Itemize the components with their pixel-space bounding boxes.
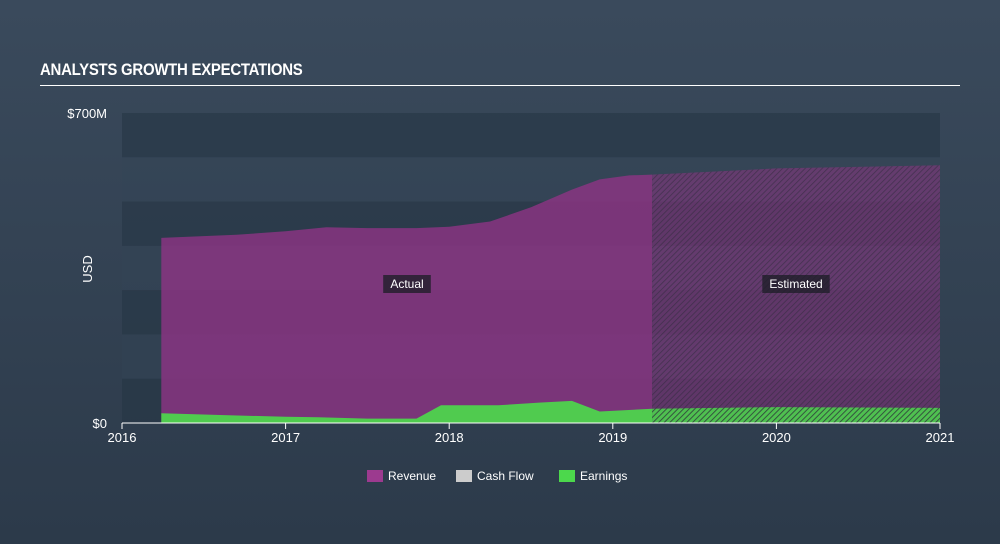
x-tick-label: 2019 (598, 430, 627, 445)
grid-band (122, 113, 940, 158)
legend-label-cash-flow: Cash Flow (477, 469, 534, 483)
legend-label-revenue: Revenue (388, 469, 436, 483)
legend-swatch-earnings (559, 470, 575, 482)
title-divider (40, 85, 960, 86)
y-tick-label: $700M (67, 106, 107, 121)
y-axis-label: USD (80, 255, 95, 282)
legend-swatch-revenue (367, 470, 383, 482)
x-tick-label: 2020 (762, 430, 791, 445)
revenue-area-actual (161, 174, 653, 423)
estimated-label-bg (762, 275, 830, 293)
y-tick-label: $0 (93, 416, 107, 431)
x-tick-label: 2016 (108, 430, 137, 445)
x-tick-label: 2021 (926, 430, 955, 445)
actual-label-bg (383, 275, 431, 293)
x-tick-label: 2017 (271, 430, 300, 445)
estimated-label: Estimated (769, 277, 822, 291)
earnings-area-estimated-hatch (652, 407, 940, 423)
legend-label-earnings: Earnings (580, 469, 627, 483)
revenue-area-estimated-hatch (652, 165, 940, 424)
earnings-area-actual (161, 400, 653, 423)
chart-title: ANALYSTS GROWTH EXPECTATIONS (40, 60, 303, 79)
legend-swatch-cash-flow (456, 470, 472, 482)
x-tick-label: 2018 (435, 430, 464, 445)
actual-label: Actual (390, 277, 423, 291)
